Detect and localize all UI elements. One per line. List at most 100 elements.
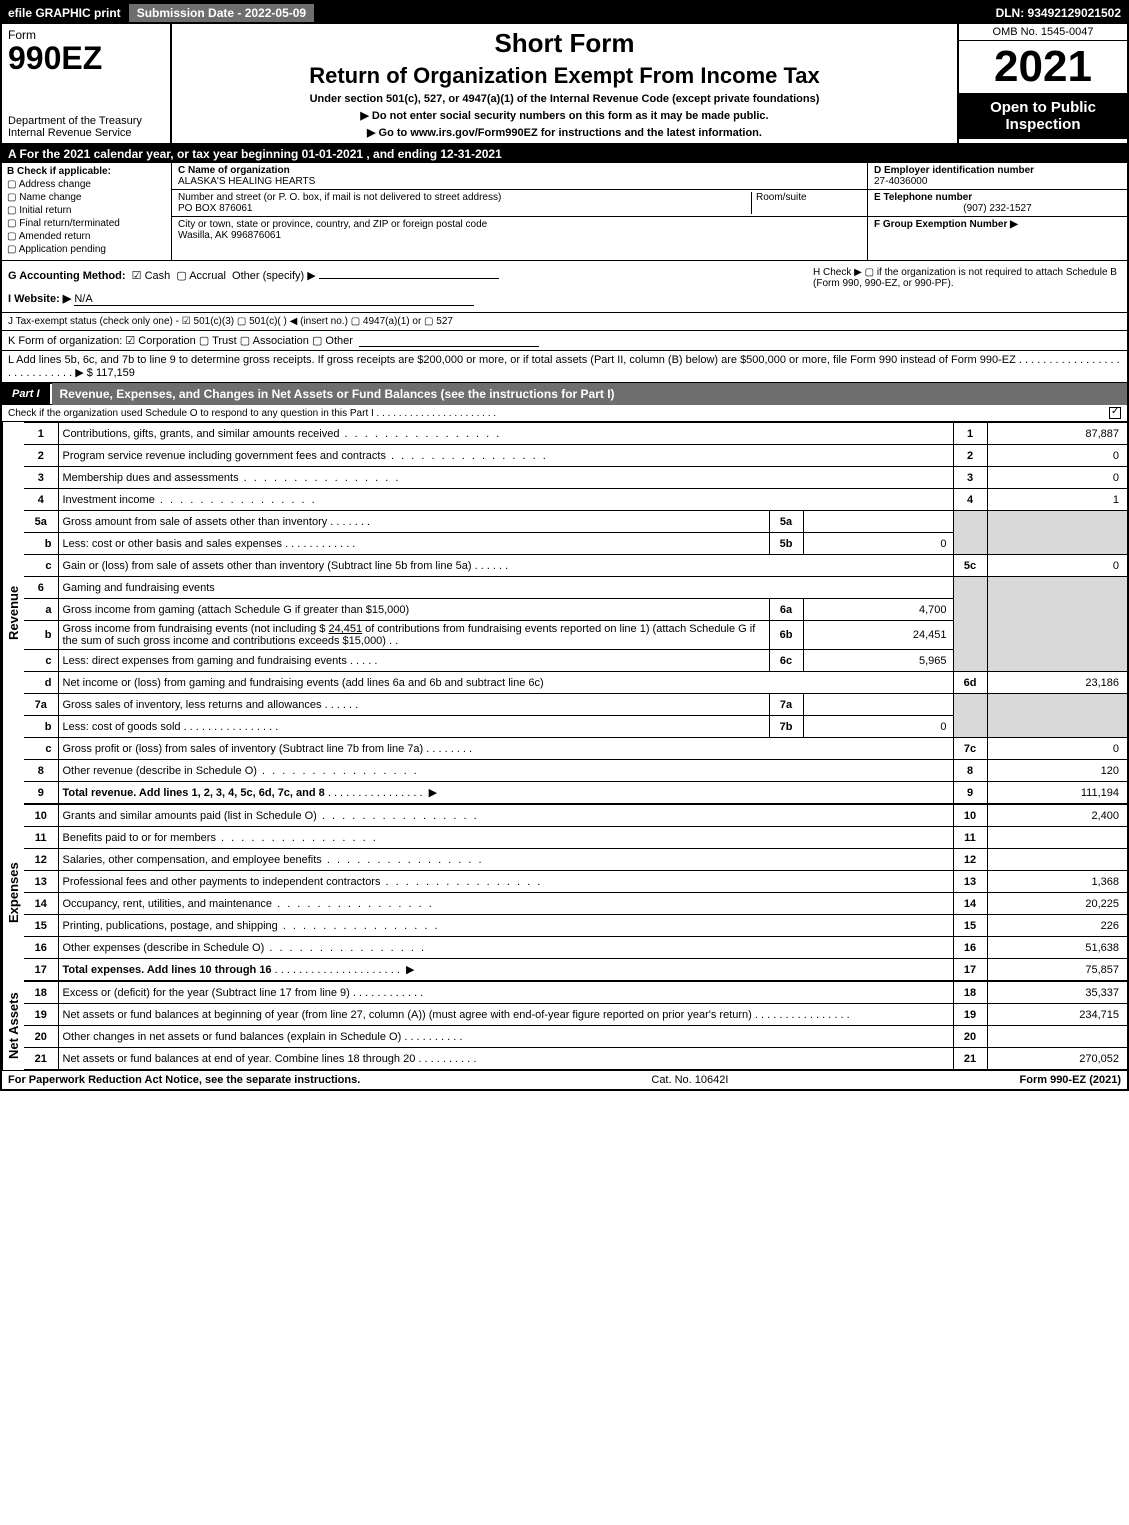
section-j: J Tax-exempt status (check only one) - ☑…	[2, 313, 1127, 331]
row-8: 8Other revenue (describe in Schedule O)8…	[24, 760, 1127, 782]
cash-opt: Cash	[145, 270, 171, 282]
section-g: G Accounting Method: ☑ Cash ▢ Accrual Ot…	[2, 261, 807, 312]
row-16: 16Other expenses (describe in Schedule O…	[24, 937, 1127, 959]
header-mid: Short Form Return of Organization Exempt…	[172, 24, 957, 143]
top-bar: efile GRAPHIC print Submission Date - 20…	[2, 2, 1127, 24]
section-def: D Employer identification number 27-4036…	[867, 163, 1127, 260]
chk-application-pending[interactable]: ▢ Application pending	[7, 244, 166, 255]
address-value: PO BOX 876061	[178, 203, 751, 214]
tax-exempt-status: J Tax-exempt status (check only one) - ☑…	[8, 316, 453, 327]
section-e: E Telephone number (907) 232-1527	[868, 190, 1127, 217]
schedule-o-checkbox[interactable]	[1109, 407, 1121, 419]
row-21: 21Net assets or fund balances at end of …	[24, 1048, 1127, 1070]
row-11: 11Benefits paid to or for members11	[24, 827, 1127, 849]
ssn-note: ▶ Do not enter social security numbers o…	[180, 109, 949, 122]
address-row: Number and street (or P. O. box, if mail…	[172, 190, 867, 217]
section-d: D Employer identification number 27-4036…	[868, 163, 1127, 190]
row-6d: dNet income or (loss) from gaming and fu…	[24, 672, 1127, 694]
row-6: 6Gaming and fundraising events	[24, 577, 1127, 599]
section-b: B Check if applicable: ▢ Address change …	[2, 163, 172, 260]
part1-sub: Check if the organization used Schedule …	[2, 405, 1127, 422]
netassets-table: 18Excess or (deficit) for the year (Subt…	[24, 981, 1127, 1070]
group-exemption-label: F Group Exemption Number ▶	[874, 219, 1018, 230]
efile-label: efile GRAPHIC print	[8, 6, 121, 20]
sched-b-line2: (Form 990, 990-EZ, or 990-PF).	[813, 278, 1121, 289]
row-7a: 7aGross sales of inventory, less returns…	[24, 694, 1127, 716]
tax-year: 2021	[959, 41, 1127, 93]
row-13: 13Professional fees and other payments t…	[24, 871, 1127, 893]
part1-sub-text: Check if the organization used Schedule …	[8, 408, 496, 419]
row-2: 2Program service revenue including gover…	[24, 445, 1127, 467]
header-right: OMB No. 1545-0047 2021 Open to Public In…	[957, 24, 1127, 143]
phone-value: (907) 232-1527	[874, 203, 1121, 214]
chk-amended-return[interactable]: ▢ Amended return	[7, 231, 166, 242]
ein-label: D Employer identification number	[874, 165, 1121, 176]
org-name-label: C Name of organization	[178, 165, 861, 176]
row-15: 15Printing, publications, postage, and s…	[24, 915, 1127, 937]
row-14: 14Occupancy, rent, utilities, and mainte…	[24, 893, 1127, 915]
form-number: 990EZ	[8, 42, 164, 74]
row-9: 9Total revenue. Add lines 1, 2, 3, 4, 5c…	[24, 782, 1127, 804]
address-label: Number and street (or P. O. box, if mail…	[178, 192, 751, 203]
other-specify-line[interactable]	[319, 267, 499, 279]
revenue-section: Revenue 1Contributions, gifts, grants, a…	[2, 422, 1127, 804]
row-12: 12Salaries, other compensation, and empl…	[24, 849, 1127, 871]
chk-address-change[interactable]: ▢ Address change	[7, 179, 166, 190]
main-title: Return of Organization Exempt From Incom…	[180, 63, 949, 89]
row-4: 4Investment income41	[24, 489, 1127, 511]
phone-label: E Telephone number	[874, 192, 1121, 203]
part1-tag: Part I	[2, 384, 52, 404]
org-name-value: ALASKA'S HEALING HEARTS	[178, 176, 861, 187]
revenue-side-label: Revenue	[2, 422, 24, 804]
part1-title: Revenue, Expenses, and Changes in Net As…	[52, 383, 1127, 405]
netassets-section: Net Assets 18Excess or (deficit) for the…	[2, 981, 1127, 1070]
accounting-label: G Accounting Method:	[8, 270, 126, 282]
dln: DLN: 93492129021502	[996, 6, 1121, 20]
section-f: F Group Exemption Number ▶	[868, 217, 1127, 260]
section-b-header: B Check if applicable:	[7, 166, 166, 177]
goto-note: ▶ Go to www.irs.gov/Form990EZ for instru…	[180, 126, 949, 139]
row-19: 19Net assets or fund balances at beginni…	[24, 1004, 1127, 1026]
city-value: Wasilla, AK 996876061	[178, 230, 487, 241]
form-header: Form 990EZ Department of the Treasury In…	[2, 24, 1127, 145]
website-label: I Website: ▶	[8, 293, 71, 305]
row-1: 1Contributions, gifts, grants, and simil…	[24, 423, 1127, 445]
open-inspection: Open to Public Inspection	[959, 93, 1127, 139]
revenue-table: 1Contributions, gifts, grants, and simil…	[24, 422, 1127, 804]
section-l: L Add lines 5b, 6c, and 7b to line 9 to …	[2, 351, 1127, 383]
city-label: City or town, state or province, country…	[178, 219, 487, 230]
row-18: 18Excess or (deficit) for the year (Subt…	[24, 982, 1127, 1004]
other-org-line[interactable]	[359, 335, 539, 347]
row-10: 10Grants and similar amounts paid (list …	[24, 805, 1127, 827]
chk-final-return[interactable]: ▢ Final return/terminated	[7, 218, 166, 229]
topbar-left: efile GRAPHIC print Submission Date - 20…	[8, 4, 314, 22]
form-990ez-page: efile GRAPHIC print Submission Date - 20…	[0, 0, 1129, 1091]
accrual-opt: Accrual	[189, 270, 226, 282]
short-form-title: Short Form	[180, 28, 949, 59]
section-a-calendar: A For the 2021 calendar year, or tax yea…	[2, 145, 1127, 163]
part1-header: Part I Revenue, Expenses, and Changes in…	[2, 383, 1127, 405]
sched-b-line1: H Check ▶ ▢ if the organization is not r…	[813, 267, 1121, 278]
section-h: H Check ▶ ▢ if the organization is not r…	[807, 261, 1127, 312]
ein-value: 27-4036000	[874, 176, 1121, 187]
city-row: City or town, state or province, country…	[172, 217, 867, 243]
netassets-side-label: Net Assets	[2, 981, 24, 1070]
page-footer: For Paperwork Reduction Act Notice, see …	[2, 1070, 1127, 1089]
section-c: C Name of organization ALASKA'S HEALING …	[172, 163, 867, 260]
cat-no: Cat. No. 10642I	[651, 1074, 728, 1086]
expenses-section: Expenses 10Grants and similar amounts pa…	[2, 804, 1127, 981]
row-5c: cGain or (loss) from sale of assets othe…	[24, 555, 1127, 577]
room-suite: Room/suite	[751, 192, 861, 214]
section-k: K Form of organization: ☑ Corporation ▢ …	[2, 331, 1127, 351]
org-name-row: C Name of organization ALASKA'S HEALING …	[172, 163, 867, 190]
omb-number: OMB No. 1545-0047	[959, 24, 1127, 41]
dept-label: Department of the Treasury Internal Reve…	[8, 115, 164, 139]
header-left: Form 990EZ Department of the Treasury In…	[2, 24, 172, 143]
chk-initial-return[interactable]: ▢ Initial return	[7, 205, 166, 216]
row-7c: cGross profit or (loss) from sales of in…	[24, 738, 1127, 760]
website-value: N/A	[74, 293, 474, 306]
paperwork-notice: For Paperwork Reduction Act Notice, see …	[8, 1074, 360, 1086]
chk-name-change[interactable]: ▢ Name change	[7, 192, 166, 203]
row-20: 20Other changes in net assets or fund ba…	[24, 1026, 1127, 1048]
expenses-side-label: Expenses	[2, 804, 24, 981]
